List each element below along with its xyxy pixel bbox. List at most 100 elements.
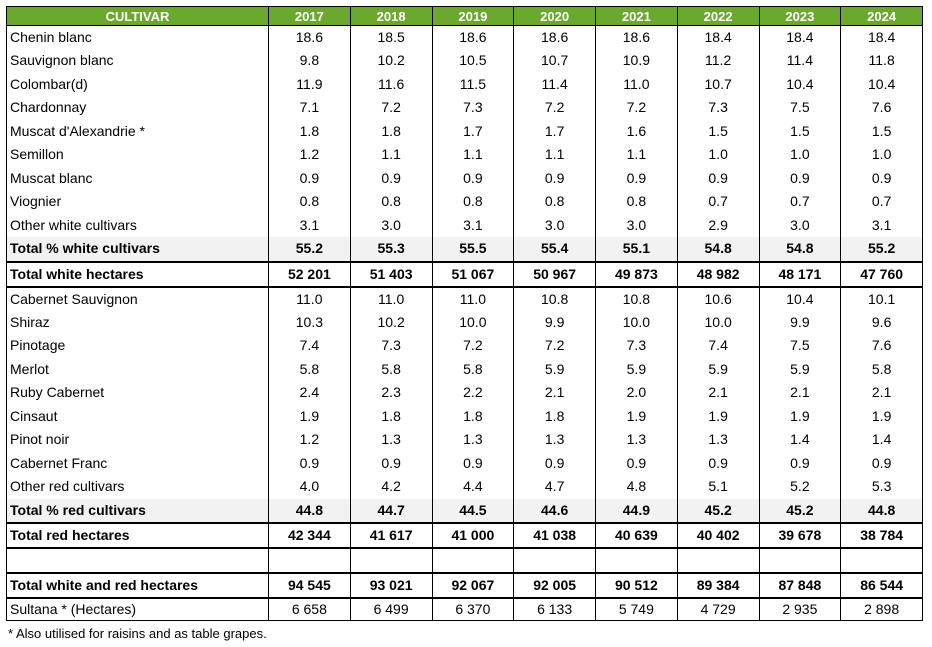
cultivar-name: Cabernet Sauvignon bbox=[6, 286, 269, 311]
value-cell: 0.9 bbox=[268, 166, 351, 190]
value-cell: 1.5 bbox=[758, 119, 842, 143]
header-year: 2022 bbox=[676, 6, 760, 26]
value-cell: 1.9 bbox=[676, 404, 760, 428]
header-cultivar: CULTIVAR bbox=[6, 6, 269, 26]
value-cell: 50 967 bbox=[513, 260, 596, 288]
footnote: * Also utilised for raisins and as table… bbox=[8, 626, 267, 641]
red-hectares-row: Total red hectares 42 344 41 617 41 000 41 0… bbox=[6, 522, 923, 549]
value-cell: 1.8 bbox=[431, 404, 515, 428]
value-cell: 1.3 bbox=[676, 428, 760, 452]
value-cell: 6 133 bbox=[513, 597, 596, 621]
value-cell: 1.8 bbox=[268, 119, 351, 143]
value-cell: 2.1 bbox=[758, 381, 842, 405]
cultivar-name: Total red hectares bbox=[6, 522, 269, 549]
value-cell: 44.5 bbox=[431, 498, 515, 523]
value-cell: 44.8 bbox=[268, 498, 351, 523]
cultivar-table: CULTIVAR 2017 2018 2019 2020 2021 2022 2… bbox=[6, 6, 923, 621]
value-cell: 5.9 bbox=[676, 357, 760, 381]
value-cell: 10.4 bbox=[758, 72, 842, 96]
cultivar-name: Merlot bbox=[6, 357, 269, 381]
value-cell: 11.0 bbox=[268, 286, 351, 311]
value-cell: 2.1 bbox=[840, 381, 923, 405]
value-cell: 41 038 bbox=[513, 522, 596, 549]
value-cell: 1.3 bbox=[349, 428, 433, 452]
table-row: Muscat blanc 0.9 0.9 0.9 0.9 0.9 0.9 0.9 0.9 bbox=[6, 166, 923, 190]
cultivar-name: Cinsaut bbox=[6, 404, 269, 428]
value-cell: 0.9 bbox=[595, 166, 678, 190]
value-cell: 0.8 bbox=[431, 190, 515, 214]
value-cell: 0.9 bbox=[431, 166, 515, 190]
cultivar-name: Cabernet Franc bbox=[6, 451, 269, 475]
value-cell: 4.4 bbox=[431, 475, 515, 499]
value-cell: 1.1 bbox=[349, 143, 433, 167]
value-cell: 5.8 bbox=[349, 357, 433, 381]
value-cell: 2 898 bbox=[840, 597, 923, 621]
value-cell: 7.6 bbox=[840, 334, 923, 358]
header-year: 2024 bbox=[840, 6, 923, 26]
cultivar-name: Pinot noir bbox=[6, 428, 269, 452]
value-cell: 7.2 bbox=[513, 96, 596, 120]
table-row: Semillon 1.2 1.1 1.1 1.1 1.1 1.0 1.0 1.0 bbox=[6, 143, 923, 167]
value-cell: 2.1 bbox=[676, 381, 760, 405]
value-cell: 10.5 bbox=[431, 49, 515, 73]
table-row: Chardonnay 7.1 7.2 7.3 7.2 7.2 7.3 7.5 7.6 bbox=[6, 96, 923, 120]
value-cell: 2 935 bbox=[758, 597, 842, 621]
value-cell: 90 512 bbox=[595, 572, 678, 599]
value-cell: 9.9 bbox=[513, 310, 596, 334]
header-year: 2018 bbox=[349, 6, 433, 26]
value-cell: 2.1 bbox=[513, 381, 596, 405]
value-cell: 10.9 bbox=[595, 49, 678, 73]
value-cell: 7.2 bbox=[431, 334, 515, 358]
value-cell: 2.4 bbox=[268, 381, 351, 405]
value-cell: 7.3 bbox=[349, 334, 433, 358]
value-cell: 0.9 bbox=[595, 451, 678, 475]
value-cell: 44.9 bbox=[595, 498, 678, 523]
table-row: Ruby Cabernet 2.4 2.3 2.2 2.1 2.0 2.1 2.1 2.1 bbox=[6, 381, 923, 405]
value-cell: 11.0 bbox=[595, 72, 678, 96]
value-cell: 94 545 bbox=[268, 572, 351, 599]
value-cell: 7.6 bbox=[840, 96, 923, 120]
cultivar-name: Sauvignon blanc bbox=[6, 49, 269, 73]
value-cell: 10.0 bbox=[676, 310, 760, 334]
value-cell: 0.7 bbox=[840, 190, 923, 214]
value-cell: 1.9 bbox=[840, 404, 923, 428]
value-cell: 0.8 bbox=[349, 190, 433, 214]
grand-total-row: Total white and red hectares 94 545 93 021… bbox=[6, 572, 923, 599]
value-cell: 6 370 bbox=[431, 597, 515, 621]
cultivar-name: Ruby Cabernet bbox=[6, 381, 269, 405]
spacer-row bbox=[6, 547, 923, 574]
value-cell: 89 384 bbox=[676, 572, 760, 599]
value-cell: 0.9 bbox=[349, 451, 433, 475]
value-cell: 54.8 bbox=[676, 237, 760, 262]
header-year: 2020 bbox=[513, 6, 596, 26]
value-cell: 7.3 bbox=[431, 96, 515, 120]
value-cell: 0.9 bbox=[268, 451, 351, 475]
value-cell: 9.8 bbox=[268, 49, 351, 73]
table-row: Merlot 5.8 5.8 5.8 5.9 5.9 5.9 5.9 5.8 bbox=[6, 357, 923, 381]
header-year: 2021 bbox=[595, 6, 678, 26]
table-row: Cabernet Sauvignon 11.0 11.0 11.0 10.8 10.8 10… bbox=[6, 286, 923, 311]
value-cell: 5.8 bbox=[431, 357, 515, 381]
value-cell: 0.7 bbox=[676, 190, 760, 214]
value-cell: 18.4 bbox=[840, 25, 923, 49]
red-subtotal-row: Total % red cultivars 44.8 44.7 44.5 44.6 44.… bbox=[6, 498, 923, 523]
value-cell: 4.8 bbox=[595, 475, 678, 499]
value-cell: 0.9 bbox=[758, 451, 842, 475]
value-cell: 3.0 bbox=[595, 213, 678, 237]
value-cell: 1.8 bbox=[513, 404, 596, 428]
value-cell: 7.4 bbox=[676, 334, 760, 358]
header-row: CULTIVAR 2017 2018 2019 2020 2021 2022 2… bbox=[6, 6, 923, 26]
empty-cell bbox=[676, 547, 760, 574]
value-cell: 5.9 bbox=[513, 357, 596, 381]
value-cell: 11.2 bbox=[676, 49, 760, 73]
value-cell: 18.6 bbox=[595, 25, 678, 49]
value-cell: 10.2 bbox=[349, 49, 433, 73]
value-cell: 0.8 bbox=[595, 190, 678, 214]
cultivar-name: Chenin blanc bbox=[6, 25, 269, 49]
table-row: Sauvignon blanc 9.8 10.2 10.5 10.7 10.9 11.2 11… bbox=[6, 49, 923, 73]
cultivar-name: Other white cultivars bbox=[6, 213, 269, 237]
value-cell: 9.6 bbox=[840, 310, 923, 334]
value-cell: 3.0 bbox=[758, 213, 842, 237]
value-cell: 0.9 bbox=[513, 451, 596, 475]
value-cell: 1.8 bbox=[349, 404, 433, 428]
